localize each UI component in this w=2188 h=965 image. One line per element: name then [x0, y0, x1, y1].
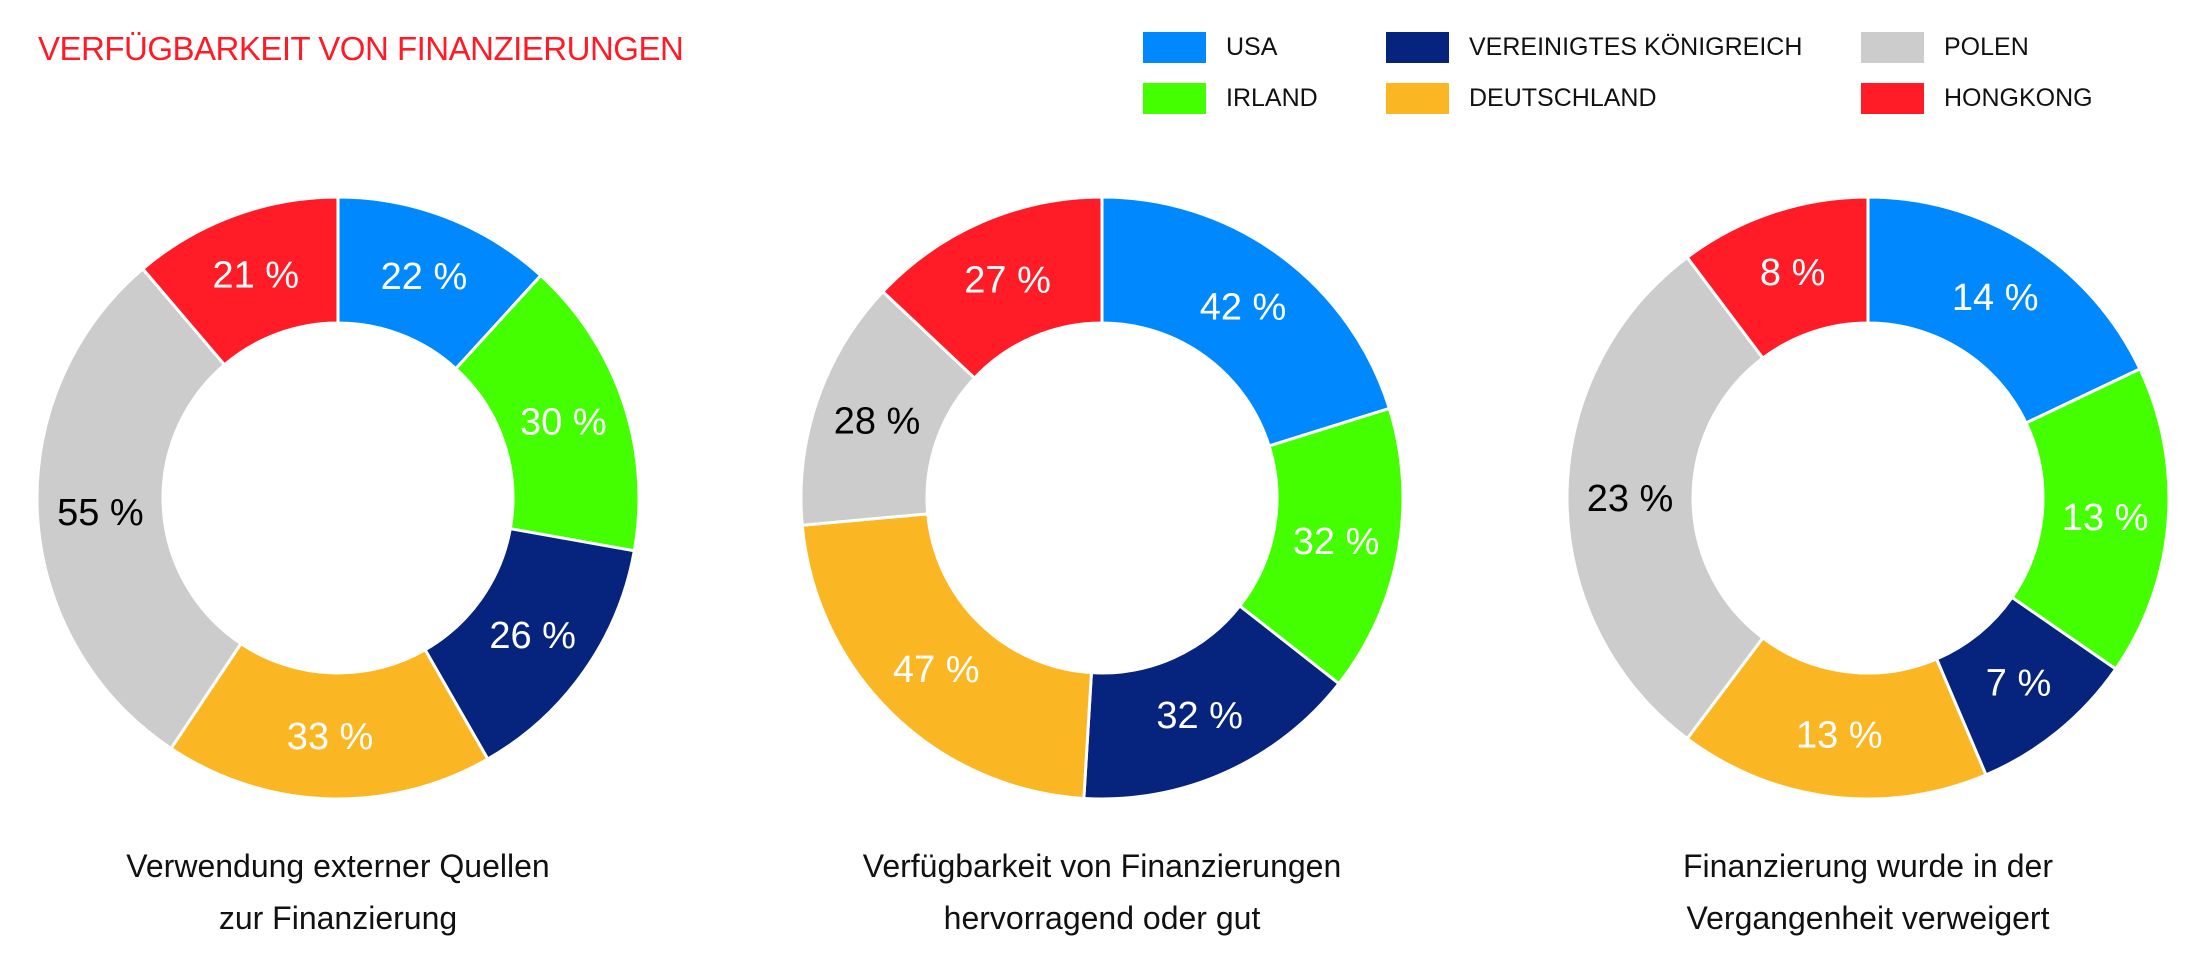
legend-label: DEUTSCHLAND [1469, 84, 1657, 112]
data-label: 32 % [1293, 521, 1380, 563]
data-label: 27 % [964, 260, 1051, 302]
data-label: 26 % [489, 615, 576, 657]
donut-slice [2009, 366, 2171, 672]
caption-line: hervorragend oder gut [943, 900, 1261, 936]
data-label: 55 % [57, 492, 144, 534]
data-label: 30 % [520, 401, 607, 443]
data-label: 42 % [1200, 286, 1287, 328]
legend-item: POLEN [1861, 32, 2029, 63]
caption-chart-1: Verwendung externer Quellen zur Finanzie… [0, 840, 688, 944]
legend-swatch [1386, 32, 1449, 63]
data-label: 8 % [1760, 252, 1825, 294]
data-label: 47 % [893, 649, 980, 691]
chart-title: VERFÜGBARKEIT VON FINANZIERUNGEN [38, 30, 684, 67]
data-label: 7 % [1986, 662, 2051, 704]
donut-slice [1082, 603, 1342, 801]
legend-swatch [1143, 83, 1206, 114]
donut-slice [35, 266, 244, 751]
donut-slice [1237, 406, 1405, 686]
data-label: 33 % [287, 716, 374, 758]
caption-line: Verfügbarkeit von Finanzierungen [862, 848, 1342, 884]
legend-item: IRLAND [1143, 83, 1318, 114]
legend-item: USA [1143, 32, 1277, 63]
donut-slice [800, 512, 1094, 801]
legend-item: HONGKONG [1861, 83, 2093, 114]
legend-swatch [1861, 32, 1924, 63]
caption-chart-2: Verfügbarkeit von Finanzierungen hervorr… [752, 840, 1452, 944]
caption-chart-3: Finanzierung wurde in der Vergangenheit … [1518, 840, 2188, 944]
donut-slice [1565, 255, 1765, 741]
data-label: 14 % [1952, 277, 2039, 319]
donut-slice [140, 195, 340, 367]
data-label: 32 % [1156, 695, 1243, 737]
legend-label: POLEN [1944, 33, 2029, 61]
donut-slice [423, 526, 637, 762]
caption-line: zur Finanzierung [218, 900, 458, 936]
donut-slice [1685, 195, 1870, 361]
data-label: 13 % [2062, 497, 2149, 539]
donut-slice [1866, 195, 2142, 425]
legend-label: USA [1226, 33, 1278, 61]
caption-line: Finanzierung wurde in der [1683, 848, 2053, 884]
donut-slice [168, 641, 490, 801]
donut-slice [880, 195, 1104, 381]
legend-swatch [1861, 83, 1924, 114]
legend-swatch [1386, 83, 1449, 114]
legend-label: VEREINIGTES KÖNIGREICH [1469, 33, 1803, 61]
donut-slice [1100, 195, 1392, 448]
legend-item: DEUTSCHLAND [1386, 83, 1657, 114]
data-label: 23 % [1587, 478, 1674, 520]
caption-line: Verwendung externer Quellen [126, 848, 550, 884]
legend-label: HONGKONG [1944, 84, 2093, 112]
data-label: 21 % [212, 255, 299, 297]
legend-swatch [1143, 32, 1206, 63]
caption-line: Vergangenheit verweigert [1686, 900, 2050, 936]
data-label: 22 % [381, 256, 468, 298]
legend-item: VEREINIGTES KÖNIGREICH [1386, 32, 1802, 63]
donut-slice [1685, 635, 1988, 801]
data-label: 28 % [834, 400, 921, 442]
legend-label: IRLAND [1226, 84, 1318, 112]
data-label: 13 % [1796, 714, 1883, 756]
